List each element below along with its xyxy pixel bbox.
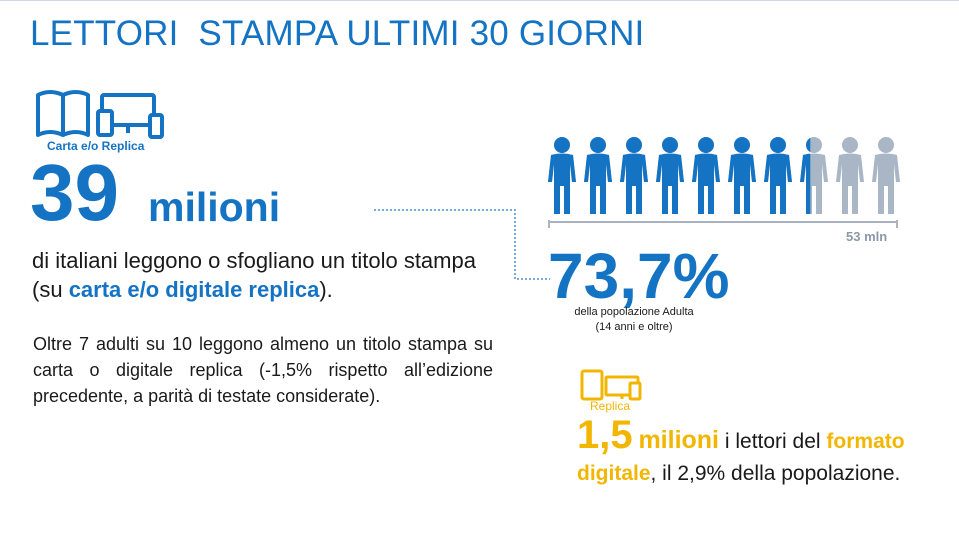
desc-highlight: carta e/o digitale replica: [68, 277, 320, 302]
desc-prefix: di italiani leggono o sfogliano un titol…: [32, 248, 476, 302]
digital-text1: i lettori del: [719, 430, 827, 453]
person-figure: [872, 137, 900, 214]
digital-number: 1,5: [577, 413, 633, 457]
person-figure-filled: [728, 137, 756, 214]
replica-label: Replica: [590, 399, 631, 413]
digital-unit: milioni: [638, 426, 720, 454]
population-total-label: 53 mln: [846, 229, 888, 244]
person-figure: [836, 137, 864, 214]
person-figure-filled: [692, 137, 720, 214]
person-figure-filled: [584, 137, 612, 214]
digital-text2: , il 2,9% della popolazione.: [650, 462, 901, 485]
person-figure-filled: [656, 137, 684, 214]
top-divider: [0, 0, 959, 1]
page-title: LETTORI STAMPA ULTIMI 30 GIORNI: [30, 14, 645, 53]
open-book-icon: [36, 90, 164, 139]
people-icon: [548, 137, 900, 214]
digital-highlight: formato digitale: [577, 430, 905, 485]
carta-label: Carta e/o Replica: [47, 139, 145, 153]
dotted-connector: [374, 209, 550, 280]
tablet-monitor-icon: [580, 369, 642, 401]
person-figure-filled: [764, 137, 792, 214]
desc-suffix: ).: [319, 277, 333, 302]
monitor-tablet-phone-icon: [96, 93, 164, 139]
digital-readers-block: 1,5 milioni i lettori del formato digita…: [577, 415, 917, 490]
person-figure-filled: [620, 137, 648, 214]
population-scale: [548, 220, 898, 228]
population-desc-line1: della popolazione Adulta: [574, 306, 694, 318]
readers-description: di italiani leggono o sfogliano un titol…: [32, 246, 502, 304]
readers-number: 39: [30, 148, 119, 237]
population-percent: 73,7%: [548, 240, 730, 312]
person-figure-filled: [548, 137, 576, 214]
readers-unit: milioni: [148, 184, 281, 230]
summary-paragraph: Oltre 7 adulti su 10 leggono almeno un t…: [33, 334, 493, 406]
population-desc-line2: (14 anni e oltre): [595, 321, 673, 333]
